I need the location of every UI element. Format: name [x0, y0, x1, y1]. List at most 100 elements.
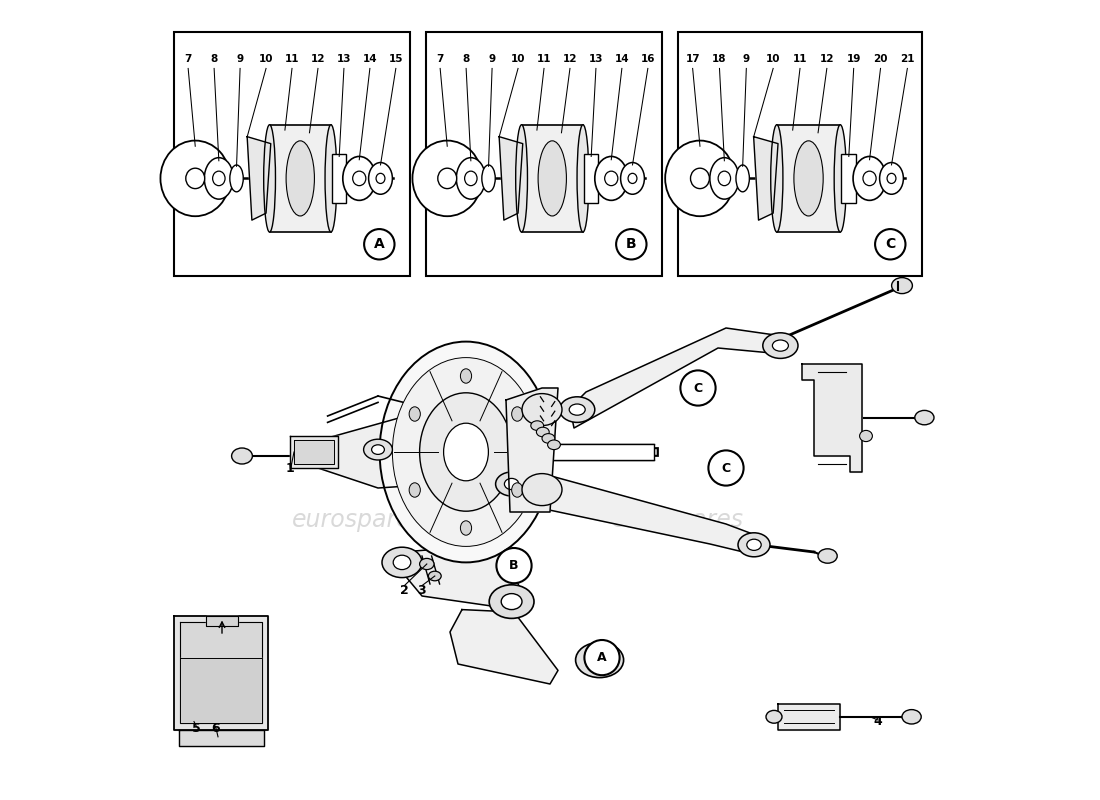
- Text: 9: 9: [488, 54, 496, 64]
- Bar: [521, 125, 583, 232]
- Polygon shape: [802, 364, 862, 472]
- Text: 14: 14: [363, 54, 377, 64]
- Text: 11: 11: [537, 54, 551, 64]
- Ellipse shape: [771, 125, 783, 232]
- Ellipse shape: [542, 434, 554, 443]
- Ellipse shape: [854, 157, 886, 200]
- Text: B: B: [509, 559, 519, 572]
- Text: 9: 9: [742, 54, 750, 64]
- Ellipse shape: [915, 410, 934, 425]
- Circle shape: [681, 370, 716, 406]
- Circle shape: [496, 548, 531, 583]
- Ellipse shape: [666, 141, 735, 216]
- Ellipse shape: [443, 423, 488, 481]
- Ellipse shape: [502, 594, 522, 610]
- Polygon shape: [402, 544, 522, 610]
- Ellipse shape: [537, 427, 549, 437]
- Ellipse shape: [505, 478, 519, 490]
- Ellipse shape: [538, 141, 566, 216]
- Ellipse shape: [569, 404, 585, 415]
- Bar: [678, 32, 922, 276]
- Ellipse shape: [496, 472, 528, 496]
- Text: 19: 19: [847, 54, 861, 64]
- Ellipse shape: [738, 533, 770, 557]
- Polygon shape: [179, 730, 264, 746]
- Text: 5: 5: [192, 722, 201, 734]
- Bar: [426, 32, 662, 276]
- Text: 2: 2: [400, 584, 409, 597]
- Text: C: C: [722, 462, 730, 474]
- Text: A: A: [597, 651, 607, 664]
- Ellipse shape: [232, 448, 252, 464]
- Ellipse shape: [736, 165, 749, 192]
- Text: 15: 15: [388, 54, 403, 64]
- Text: 16: 16: [640, 54, 656, 64]
- Bar: [270, 125, 331, 232]
- Ellipse shape: [522, 474, 562, 506]
- Ellipse shape: [382, 547, 422, 578]
- Ellipse shape: [620, 162, 645, 194]
- Ellipse shape: [368, 162, 393, 194]
- Ellipse shape: [393, 358, 540, 546]
- Text: 12: 12: [563, 54, 578, 64]
- Bar: [842, 154, 856, 202]
- Polygon shape: [450, 610, 558, 684]
- Ellipse shape: [490, 585, 534, 618]
- Ellipse shape: [186, 168, 205, 189]
- Text: 13: 13: [588, 54, 603, 64]
- Ellipse shape: [393, 555, 410, 570]
- Bar: [584, 154, 598, 202]
- Ellipse shape: [376, 174, 385, 183]
- Ellipse shape: [286, 141, 315, 216]
- Polygon shape: [180, 658, 262, 723]
- Text: 1: 1: [286, 462, 295, 474]
- Ellipse shape: [880, 162, 903, 194]
- Bar: [174, 32, 410, 276]
- Ellipse shape: [419, 393, 513, 511]
- Polygon shape: [180, 622, 262, 723]
- Text: C: C: [693, 382, 703, 394]
- Bar: [518, 444, 654, 460]
- Circle shape: [616, 229, 647, 259]
- Ellipse shape: [372, 445, 384, 454]
- Ellipse shape: [379, 342, 552, 562]
- Polygon shape: [294, 440, 334, 464]
- Ellipse shape: [762, 333, 798, 358]
- Ellipse shape: [575, 642, 624, 678]
- Circle shape: [708, 450, 744, 486]
- Ellipse shape: [859, 430, 872, 442]
- Ellipse shape: [456, 158, 485, 199]
- Ellipse shape: [766, 710, 782, 723]
- Text: 7: 7: [437, 54, 443, 64]
- Ellipse shape: [419, 558, 435, 570]
- Ellipse shape: [628, 174, 637, 183]
- Ellipse shape: [343, 157, 376, 200]
- Ellipse shape: [902, 710, 921, 724]
- Ellipse shape: [324, 125, 337, 232]
- Ellipse shape: [864, 171, 876, 186]
- Polygon shape: [174, 616, 268, 730]
- Ellipse shape: [353, 171, 366, 186]
- Ellipse shape: [412, 141, 482, 216]
- Polygon shape: [506, 388, 558, 512]
- Ellipse shape: [794, 141, 823, 216]
- Ellipse shape: [409, 406, 420, 421]
- Circle shape: [876, 229, 905, 259]
- Ellipse shape: [205, 158, 233, 199]
- Ellipse shape: [300, 441, 336, 465]
- Polygon shape: [502, 468, 758, 554]
- Ellipse shape: [548, 440, 560, 450]
- Polygon shape: [206, 616, 238, 626]
- Ellipse shape: [772, 340, 789, 351]
- Circle shape: [584, 640, 619, 675]
- Ellipse shape: [230, 165, 243, 192]
- Ellipse shape: [747, 539, 761, 550]
- Text: 9: 9: [236, 54, 243, 64]
- Text: 18: 18: [712, 54, 727, 64]
- Ellipse shape: [482, 165, 495, 192]
- Ellipse shape: [516, 125, 528, 232]
- Text: 4: 4: [873, 715, 882, 728]
- Text: C: C: [886, 238, 895, 251]
- Ellipse shape: [461, 521, 472, 535]
- Ellipse shape: [212, 171, 226, 186]
